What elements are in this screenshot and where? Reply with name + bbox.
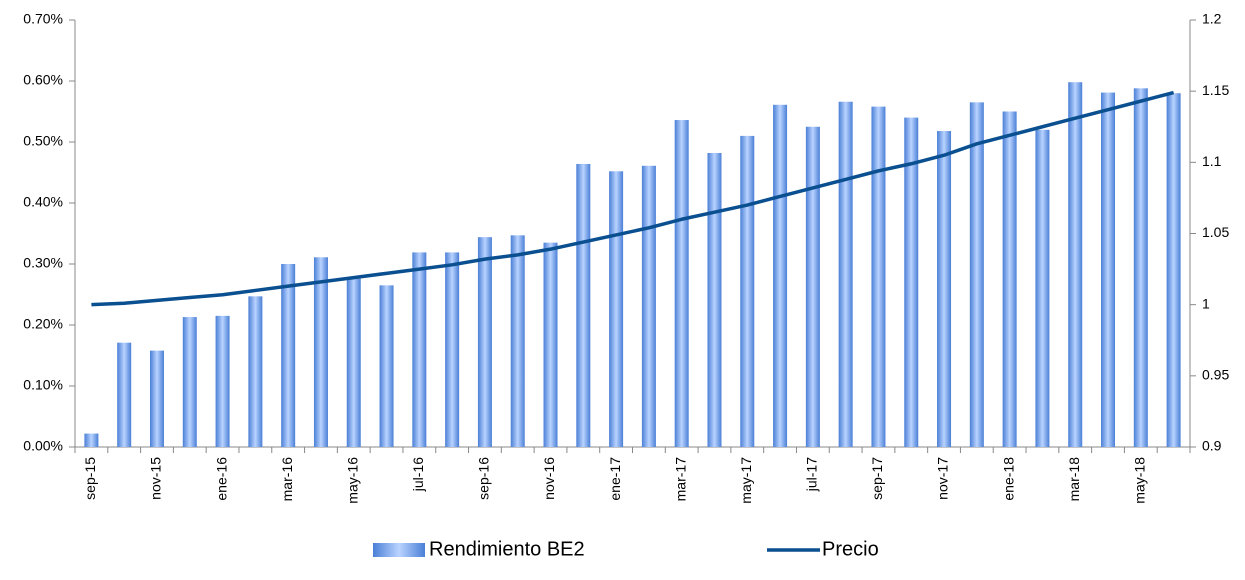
- bar: [871, 106, 886, 448]
- x-tick-label: sep-15: [82, 457, 98, 500]
- y-tick-label: 0.60%: [23, 72, 63, 88]
- x-tick-label: nov-15: [148, 457, 164, 500]
- bar: [281, 264, 296, 447]
- y-tick-label: 0.10%: [23, 377, 63, 393]
- bar: [182, 317, 197, 447]
- x-tick-label: ene-16: [213, 457, 229, 501]
- bar: [1166, 93, 1181, 447]
- x-tick-label: nov-16: [541, 457, 557, 500]
- bar: [445, 252, 460, 447]
- x-tick-label: may-18: [1132, 457, 1148, 504]
- y2-tick-label: 1.1: [1202, 153, 1222, 169]
- bar: [1002, 111, 1017, 447]
- bar: [773, 104, 788, 447]
- x-tick-label: may-17: [738, 457, 754, 504]
- bar: [641, 165, 656, 448]
- bar: [1068, 82, 1083, 447]
- y2-tick-label: 1.2: [1202, 11, 1222, 27]
- bar: [609, 171, 624, 447]
- bar: [904, 117, 919, 447]
- bar: [1035, 129, 1050, 448]
- y2-tick-label: 1.15: [1202, 82, 1229, 98]
- x-tick-label: sep-16: [476, 457, 492, 500]
- bar: [149, 350, 164, 447]
- y2-tick-label: 0.95: [1202, 367, 1229, 383]
- bar: [674, 120, 689, 447]
- y-tick-label: 0.40%: [23, 194, 63, 210]
- bar: [248, 296, 263, 447]
- y2-tick-label: 1: [1202, 295, 1210, 311]
- y-tick-label: 0.50%: [23, 133, 63, 149]
- bar: [313, 257, 328, 447]
- bar: [969, 102, 984, 447]
- x-tick-label: ene-18: [1000, 457, 1016, 501]
- x-tick-label: jul-17: [804, 457, 820, 492]
- bar: [543, 242, 558, 447]
- bar: [707, 152, 722, 448]
- bar: [84, 433, 99, 447]
- legend-swatch: [373, 543, 425, 557]
- bar: [379, 285, 394, 447]
- x-tick-label: ene-17: [607, 457, 623, 501]
- x-tick-label: mar-17: [672, 457, 688, 502]
- bar: [1101, 92, 1116, 447]
- x-tick-label: mar-16: [279, 457, 295, 502]
- bar: [740, 135, 755, 447]
- y2-tick-label: 1.05: [1202, 224, 1229, 240]
- bar: [510, 235, 525, 447]
- y-tick-label: 0.30%: [23, 255, 63, 271]
- bar: [215, 315, 230, 447]
- y2-tick-label: 0.9: [1202, 438, 1222, 454]
- bar: [838, 101, 853, 448]
- y-tick-label: 0.70%: [23, 11, 63, 27]
- bar: [346, 278, 361, 447]
- x-tick-label: mar-18: [1066, 457, 1082, 502]
- bar: [117, 342, 132, 447]
- bar: [412, 252, 427, 447]
- x-tick-label: may-16: [344, 457, 360, 504]
- bar: [805, 126, 820, 447]
- bar: [1133, 88, 1148, 447]
- x-tick-label: nov-17: [935, 457, 951, 500]
- x-tick-label: jul-16: [410, 457, 426, 492]
- legend-label: Rendimiento BE2: [429, 538, 585, 560]
- bar: [937, 131, 952, 447]
- line: [91, 90, 1175, 307]
- bar: [576, 163, 591, 447]
- legend-label: Precio: [822, 538, 879, 560]
- y-tick-label: 0.00%: [23, 438, 63, 454]
- x-tick-label: sep-17: [869, 457, 885, 500]
- y-tick-label: 0.20%: [23, 316, 63, 332]
- bar: [477, 237, 492, 447]
